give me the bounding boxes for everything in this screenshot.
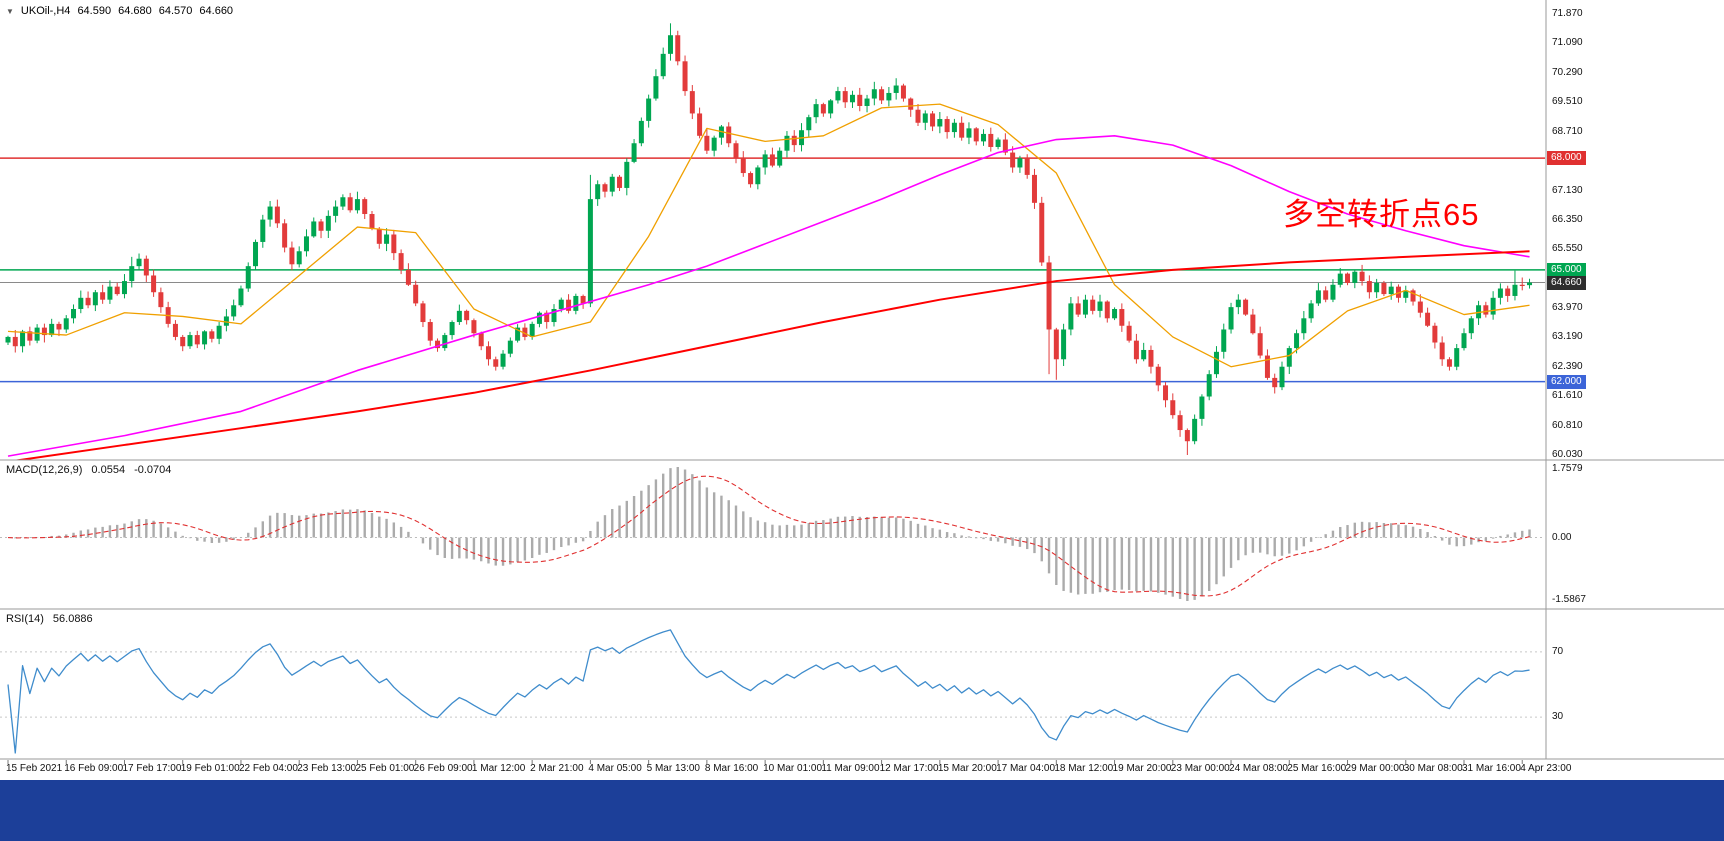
rsi-name: RSI(14)	[6, 613, 44, 625]
price-close: 64.660	[199, 5, 234, 17]
macd-label-row: MACD(12,26,9) 0.0554 -0.0704	[6, 464, 171, 476]
time-axis-label: 4 Apr 23:00	[1520, 763, 1572, 774]
price-low: 64.570	[158, 5, 193, 17]
time-axis-label: 26 Feb 09:00	[413, 763, 473, 774]
price-high: 64.680	[118, 5, 152, 17]
price-axis-label: 66.350	[1552, 213, 1583, 225]
price-axis-label: 61.610	[1552, 390, 1583, 402]
price-axis-label: 65.550	[1552, 243, 1583, 255]
macd-axis-label: -1.5867	[1552, 594, 1586, 605]
macd-axis-label: 1.7579	[1552, 463, 1583, 474]
price-axis-label: 71.090	[1552, 37, 1583, 49]
time-axis-label: 11 Mar 09:00	[821, 763, 880, 774]
price-axis-label: 67.130	[1552, 184, 1583, 196]
price-level-tag[interactable]: 68.000	[1547, 151, 1586, 166]
time-axis-label: 24 Mar 08:00	[1229, 763, 1288, 774]
price-axis-label: 71.870	[1552, 8, 1583, 19]
price-axis-label: 62.390	[1552, 361, 1583, 373]
ma-mid-magenta	[7, 134, 1530, 457]
time-axis-label: 17 Feb 17:00	[122, 763, 182, 774]
rsi-axis-label: 70	[1552, 645, 1564, 657]
price-axis-label: 68.710	[1552, 125, 1583, 137]
time-axis-label: 19 Mar 20:00	[1112, 763, 1172, 774]
rsi-label-row: RSI(14) 56.0886	[6, 613, 93, 625]
annotation-text: 多空转折点65	[1283, 197, 1480, 232]
time-axis-label: 25 Mar 16:00	[1287, 763, 1347, 774]
time-axis-label: 17 Mar 04:00	[996, 763, 1056, 774]
price-open: 64.590	[77, 5, 112, 17]
time-axis-label: 23 Mar 00:00	[1170, 763, 1230, 774]
symbol-info-bar: ▼ UKOil-,H4 64.590 64.680 64.570 64.660	[6, 5, 233, 17]
rsi-value: 56.0886	[52, 613, 93, 625]
price-level-tag[interactable]: 65.000	[1547, 262, 1586, 277]
price-axis-label: 60.810	[1552, 419, 1583, 431]
macd-name: MACD(12,26,9)	[6, 464, 83, 476]
macd-panel[interactable]	[0, 467, 1545, 601]
ma-fast-orange	[7, 103, 1530, 368]
taskbar	[0, 780, 1724, 841]
time-axis-label: 15 Feb 2021	[6, 763, 63, 774]
ma-slow-red	[12, 250, 1530, 460]
time-axis-label: 10 Mar 01:00	[763, 763, 823, 774]
time-axis-label: 22 Feb 04:00	[238, 763, 298, 774]
candles-layer	[5, 23, 1533, 455]
price-level-tag[interactable]: 62.000	[1547, 374, 1586, 389]
price-axis-label: 63.190	[1552, 331, 1583, 343]
symbol-period: UKOil-,H4	[20, 5, 71, 17]
time-axis-label: 1 Mar 12:00	[471, 763, 526, 774]
price-axis-label: 69.510	[1552, 95, 1583, 107]
time-axis-label: 12 Mar 17:00	[879, 763, 939, 774]
rsi-panel[interactable]	[0, 629, 1545, 754]
time-axis-label: 4 Mar 05:00	[588, 763, 642, 774]
price-axis-label: 70.290	[1552, 66, 1583, 78]
macd-value-signal: -0.0704	[134, 464, 172, 476]
time-axis-label: 29 Mar 00:00	[1345, 763, 1405, 774]
macd-axis-label: 0.00	[1552, 531, 1572, 543]
time-axis-label: 19 Feb 01:00	[180, 763, 240, 774]
time-axis-label: 25 Feb 01:00	[355, 763, 415, 774]
time-axis-label: 30 Mar 08:00	[1403, 763, 1463, 774]
time-axis-label: 2 Mar 21:00	[530, 763, 584, 774]
price-axis-label: 63.970	[1552, 302, 1583, 314]
time-axis-label: 18 Mar 12:00	[1054, 763, 1114, 774]
time-axis-label: 16 Feb 09:00	[64, 763, 124, 774]
main-price-panel[interactable]	[0, 23, 1545, 461]
time-axis-label: 15 Mar 20:00	[937, 763, 997, 774]
symbol-dropdown-icon[interactable]: ▼	[6, 6, 14, 16]
time-axis-label: 31 Mar 16:00	[1462, 763, 1521, 774]
price-axis-label: 60.030	[1552, 449, 1583, 460]
time-axis-label: 5 Mar 13:00	[646, 763, 700, 774]
current-price-tag: 64.660	[1547, 275, 1586, 290]
time-axis-label: 23 Feb 13:00	[297, 763, 357, 774]
rsi-axis-label: 30	[1552, 711, 1564, 723]
macd-value-main: 0.0554	[91, 464, 126, 476]
time-axis-label: 8 Mar 16:00	[704, 763, 759, 774]
